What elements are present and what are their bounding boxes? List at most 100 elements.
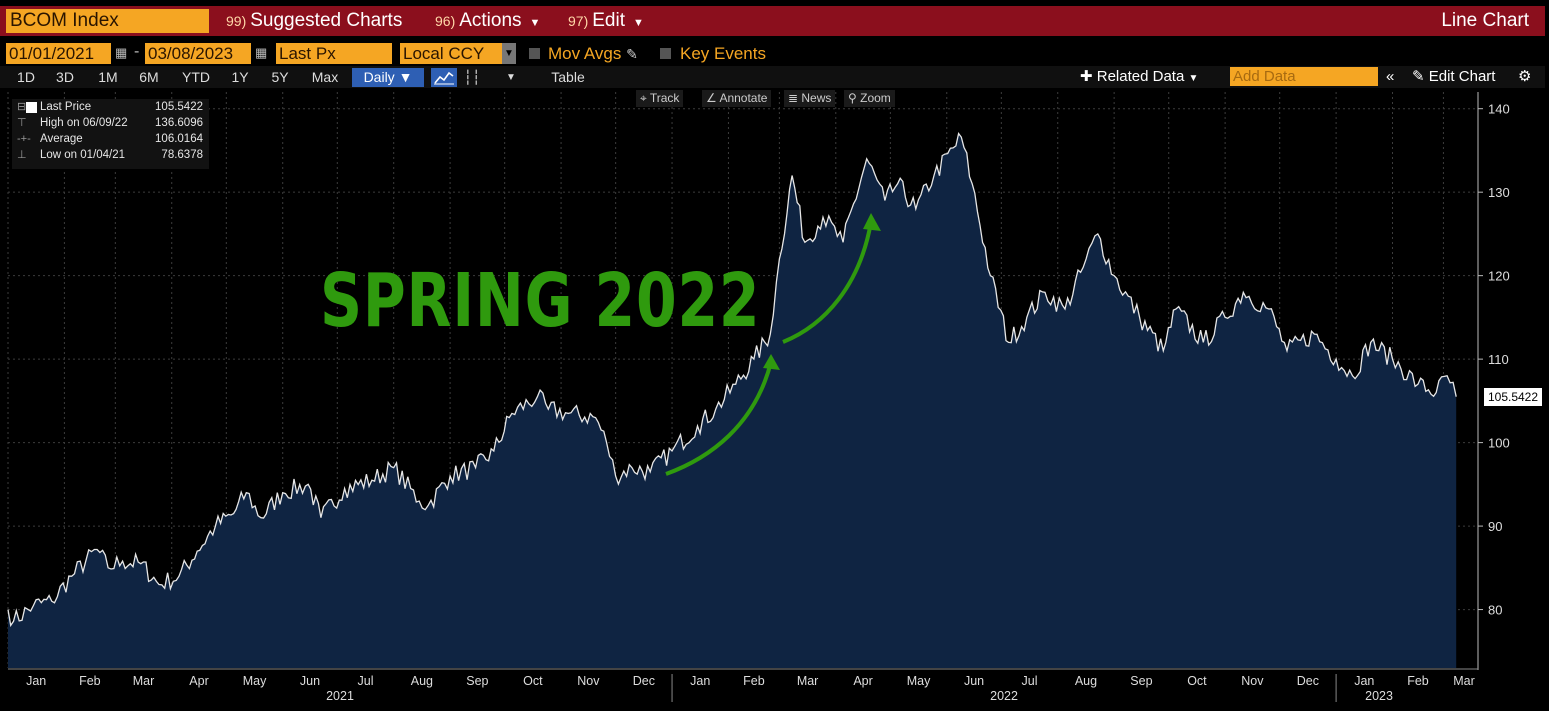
x-tick-label: Jan: [26, 674, 46, 688]
arrow-2-head: [863, 213, 881, 231]
x-year-label: 2022: [990, 689, 1018, 703]
legend-average: -+- Average 106.0164: [17, 133, 203, 145]
range-6m[interactable]: 6M: [139, 69, 159, 85]
legend-high: ⊤ High on 06/09/22 136.6096: [17, 117, 203, 129]
calendar-icon[interactable]: ▦: [115, 45, 128, 60]
key-events-checkbox[interactable]: [660, 48, 671, 59]
end-date-field[interactable]: 03/08/2023: [145, 43, 251, 64]
legend-low: ⊥ Low on 01/04/21 78.6378: [17, 149, 203, 161]
x-tick-label: Jan: [1354, 674, 1374, 688]
range-1d[interactable]: 1D: [17, 69, 35, 85]
range-ytd[interactable]: YTD: [182, 69, 210, 85]
related-data-button[interactable]: ✚ Related Data ▼: [1080, 68, 1199, 85]
y-tick-label: 140: [1488, 102, 1510, 117]
price-area: [8, 133, 1457, 668]
caret-down-icon: ▼: [632, 17, 644, 29]
price-line: [7, 131, 1457, 628]
x-tick-label: Jul: [1022, 674, 1038, 688]
y-tick-label: 90: [1488, 519, 1502, 534]
menu-number: 97): [568, 13, 589, 29]
arrow-1: [665, 361, 773, 476]
y-tick-label: 100: [1488, 436, 1510, 451]
chart-style-dropdown-icon[interactable]: ▼: [506, 72, 516, 83]
mov-avgs-checkbox[interactable]: [529, 48, 540, 59]
last-price-tag: 105.5422: [1484, 388, 1542, 406]
calendar-icon[interactable]: ▦: [255, 45, 268, 60]
x-tick-label: Aug: [1075, 674, 1097, 688]
menu-number: 96): [435, 13, 456, 29]
x-tick-label: Nov: [1241, 674, 1264, 688]
bar-chart-icon[interactable]: ┆┆: [463, 69, 481, 85]
zoom-tool[interactable]: ⚲ Zoom: [844, 90, 895, 107]
y-tick-label: 120: [1488, 269, 1510, 284]
high-marker-icon: ⊤: [17, 117, 27, 129]
legend-last-price[interactable]: ⊟ Last Price 105.5422: [17, 101, 203, 113]
x-tick-label: May: [243, 674, 267, 688]
caret-down-icon: ▼: [398, 69, 413, 85]
line-chart-icon[interactable]: [431, 68, 457, 87]
plus-icon: ✚: [1080, 68, 1093, 85]
x-tick-label: Dec: [1297, 674, 1319, 688]
x-tick-label: Apr: [853, 674, 872, 688]
menu-number: 99): [226, 13, 247, 29]
table-button[interactable]: Table: [551, 69, 585, 85]
x-tick-label: Mar: [133, 674, 155, 688]
x-tick-label: Jan: [690, 674, 710, 688]
range-max[interactable]: Max: [311, 69, 339, 85]
annotation-arrows: [665, 213, 881, 476]
currency-select[interactable]: Local CCY: [400, 43, 502, 64]
date-separator: -: [134, 43, 140, 60]
key-events-label[interactable]: Key Events: [680, 44, 766, 63]
x-tick-label: Jul: [358, 674, 374, 688]
legend-box: ⊟ Last Price 105.5422 ⊤ High on 06/09/22 136…: [12, 99, 209, 169]
x-tick-label: Dec: [633, 674, 655, 688]
x-tick-label: Feb: [1407, 674, 1429, 688]
x-tick-label: Aug: [411, 674, 433, 688]
arrow-2: [782, 221, 873, 344]
x-year-label: 2023: [1365, 689, 1393, 703]
frequency-select[interactable]: Daily ▼: [352, 68, 424, 87]
range-3d[interactable]: 3D: [56, 69, 74, 85]
annotate-tool[interactable]: ∠ Annotate: [702, 90, 772, 107]
x-tick-label: Feb: [79, 674, 101, 688]
mov-avgs-label[interactable]: Mov Avgs ✎: [548, 44, 638, 63]
x-tick-label: Mar: [1453, 674, 1475, 688]
x-tick-label: Feb: [743, 674, 765, 688]
x-tick-label: Sep: [466, 674, 488, 688]
range-1y[interactable]: 1Y: [231, 69, 249, 85]
add-data-input[interactable]: Add Data: [1230, 67, 1378, 86]
range-1m[interactable]: 1M: [98, 69, 118, 85]
spring-2022-annotation: SPRING 2022: [320, 258, 761, 344]
x-tick-label: Mar: [797, 674, 819, 688]
menu-label: Edit: [592, 10, 625, 31]
caret-down-icon: ▼: [529, 17, 541, 29]
collapse-icon[interactable]: «: [1386, 68, 1395, 85]
caret-down-icon: ▼: [1188, 73, 1199, 84]
range-5y[interactable]: 5Y: [271, 69, 289, 85]
arrow-1-head: [763, 354, 780, 370]
menu-label: Actions: [459, 10, 522, 31]
chart-type-label: Line Chart: [1441, 10, 1529, 31]
ticker-field[interactable]: BCOM Index: [6, 9, 209, 33]
gear-icon[interactable]: ⚙: [1518, 68, 1532, 85]
pencil-icon: ✎: [1412, 68, 1425, 85]
track-tool[interactable]: ⌖ Track: [636, 90, 684, 107]
news-tool[interactable]: ≣ News: [784, 90, 836, 107]
x-tick-label: Sep: [1130, 674, 1152, 688]
pencil-icon[interactable]: ✎: [626, 46, 638, 62]
header-bar: [0, 6, 1545, 36]
x-tick-label: Oct: [523, 674, 543, 688]
suggested-charts-menu[interactable]: 99) Suggested Charts: [218, 9, 422, 33]
y-tick-label: 80: [1488, 603, 1502, 618]
collapse-icon[interactable]: ⊟: [17, 101, 27, 113]
edit-chart-button[interactable]: ✎ Edit Chart: [1412, 68, 1496, 85]
currency-dropdown-icon[interactable]: ▼: [502, 43, 516, 64]
edit-menu[interactable]: 97) Edit ▼: [560, 9, 655, 33]
actions-menu[interactable]: 96) Actions ▼: [427, 9, 557, 33]
start-date-field[interactable]: 01/01/2021: [6, 43, 111, 64]
average-marker-icon: -+-: [17, 133, 31, 145]
field-select[interactable]: Last Px: [276, 43, 392, 64]
x-tick-label: Nov: [577, 674, 600, 688]
x-year-label: 2021: [326, 689, 354, 703]
